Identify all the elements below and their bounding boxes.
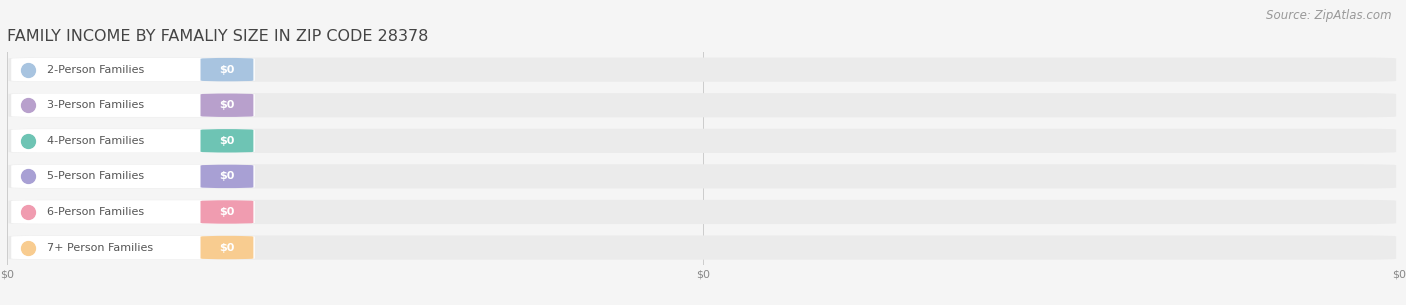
FancyBboxPatch shape	[8, 235, 1396, 260]
FancyBboxPatch shape	[11, 236, 254, 259]
Text: 7+ Person Families: 7+ Person Families	[48, 242, 153, 253]
FancyBboxPatch shape	[8, 129, 1396, 153]
FancyBboxPatch shape	[201, 236, 253, 259]
Text: $0: $0	[219, 100, 235, 110]
FancyBboxPatch shape	[11, 58, 254, 81]
Text: FAMILY INCOME BY FAMALIY SIZE IN ZIP CODE 28378: FAMILY INCOME BY FAMALIY SIZE IN ZIP COD…	[7, 29, 429, 44]
Text: 5-Person Families: 5-Person Families	[48, 171, 145, 181]
Text: 6-Person Families: 6-Person Families	[48, 207, 145, 217]
Text: 3-Person Families: 3-Person Families	[48, 100, 145, 110]
Text: 2-Person Families: 2-Person Families	[48, 65, 145, 75]
Text: Source: ZipAtlas.com: Source: ZipAtlas.com	[1267, 9, 1392, 22]
FancyBboxPatch shape	[11, 200, 254, 224]
FancyBboxPatch shape	[8, 58, 1396, 82]
FancyBboxPatch shape	[11, 165, 254, 188]
Text: $0: $0	[219, 207, 235, 217]
Text: $0: $0	[219, 171, 235, 181]
FancyBboxPatch shape	[8, 200, 1396, 224]
FancyBboxPatch shape	[201, 94, 253, 117]
Text: $0: $0	[219, 136, 235, 146]
FancyBboxPatch shape	[201, 129, 253, 152]
FancyBboxPatch shape	[201, 58, 253, 81]
Text: 4-Person Families: 4-Person Families	[48, 136, 145, 146]
Text: $0: $0	[219, 65, 235, 75]
FancyBboxPatch shape	[11, 94, 254, 117]
Text: $0: $0	[219, 242, 235, 253]
FancyBboxPatch shape	[8, 164, 1396, 188]
FancyBboxPatch shape	[11, 129, 254, 152]
FancyBboxPatch shape	[201, 200, 253, 224]
FancyBboxPatch shape	[8, 93, 1396, 117]
FancyBboxPatch shape	[201, 165, 253, 188]
